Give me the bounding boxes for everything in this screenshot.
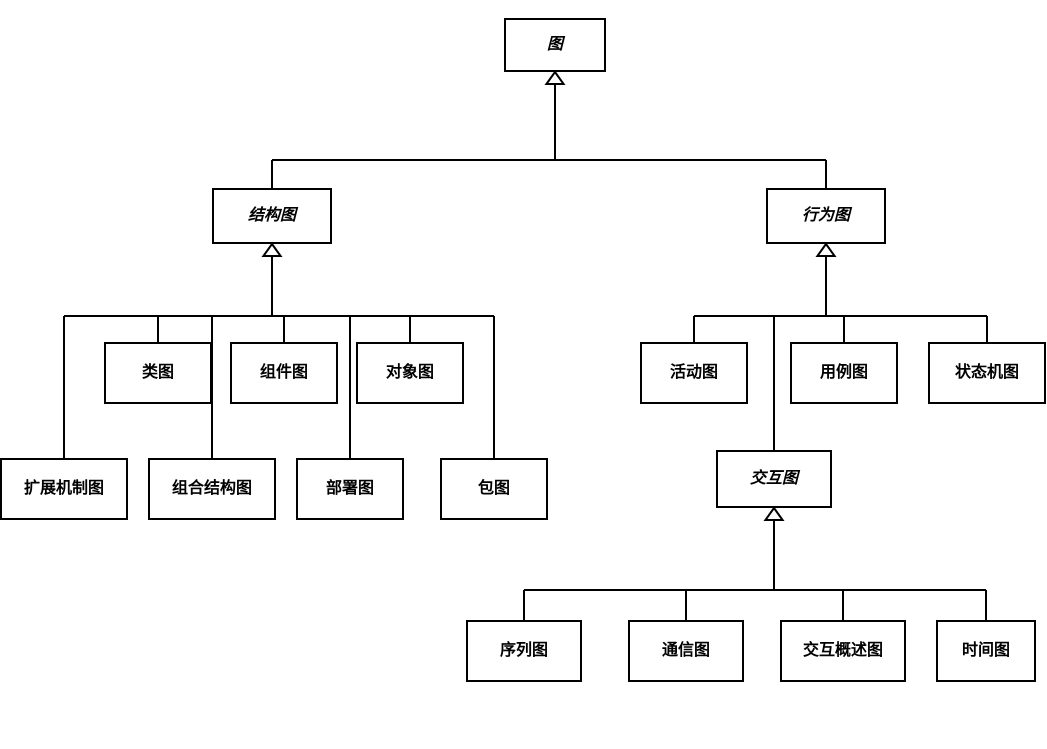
node-label: 通信图 <box>662 641 710 660</box>
node-label: 行为图 <box>802 206 850 225</box>
node-composite: 组合结构图 <box>148 458 276 520</box>
node-structure: 结构图 <box>212 188 332 244</box>
node-behavior: 行为图 <box>766 188 886 244</box>
node-timing: 时间图 <box>936 620 1036 682</box>
node-class: 类图 <box>104 342 212 404</box>
node-label: 类图 <box>142 363 174 382</box>
diagram-stage: 图结构图 行为图类图 组件图 对象图扩展机制图 组合结构图 部署图 包图 活动图 用例图 状态机图… <box>0 0 1047 749</box>
node-label: 结构图 <box>248 206 296 225</box>
node-label: 用例图 <box>820 363 868 382</box>
node-intover: 交互概述图 <box>780 620 906 682</box>
node-label: 时间图 <box>962 641 1010 660</box>
node-label: 状态机图 <box>955 363 1019 382</box>
node-label: 组合结构图 <box>172 479 252 498</box>
node-label: 扩展机制图 <box>24 479 104 498</box>
node-label: 组件图 <box>260 363 308 382</box>
node-activity: 活动图 <box>640 342 748 404</box>
node-component: 组件图 <box>230 342 338 404</box>
node-label: 活动图 <box>670 363 718 382</box>
node-label: 包图 <box>478 479 510 498</box>
node-object: 对象图 <box>356 342 464 404</box>
node-interaction: 交互图 <box>716 450 832 508</box>
node-profile: 扩展机制图 <box>0 458 128 520</box>
node-communication: 通信图 <box>628 620 744 682</box>
node-root: 图 <box>504 18 606 72</box>
node-package: 包图 <box>440 458 548 520</box>
node-sequence: 序列图 <box>466 620 582 682</box>
node-label: 部署图 <box>326 479 374 498</box>
node-deployment: 部署图 <box>296 458 404 520</box>
node-label: 交互图 <box>750 469 798 488</box>
node-label: 交互概述图 <box>803 641 883 660</box>
node-label: 图 <box>547 35 563 54</box>
node-label: 序列图 <box>500 641 548 660</box>
node-label: 对象图 <box>386 363 434 382</box>
node-statemach: 状态机图 <box>928 342 1046 404</box>
node-usecase: 用例图 <box>790 342 898 404</box>
